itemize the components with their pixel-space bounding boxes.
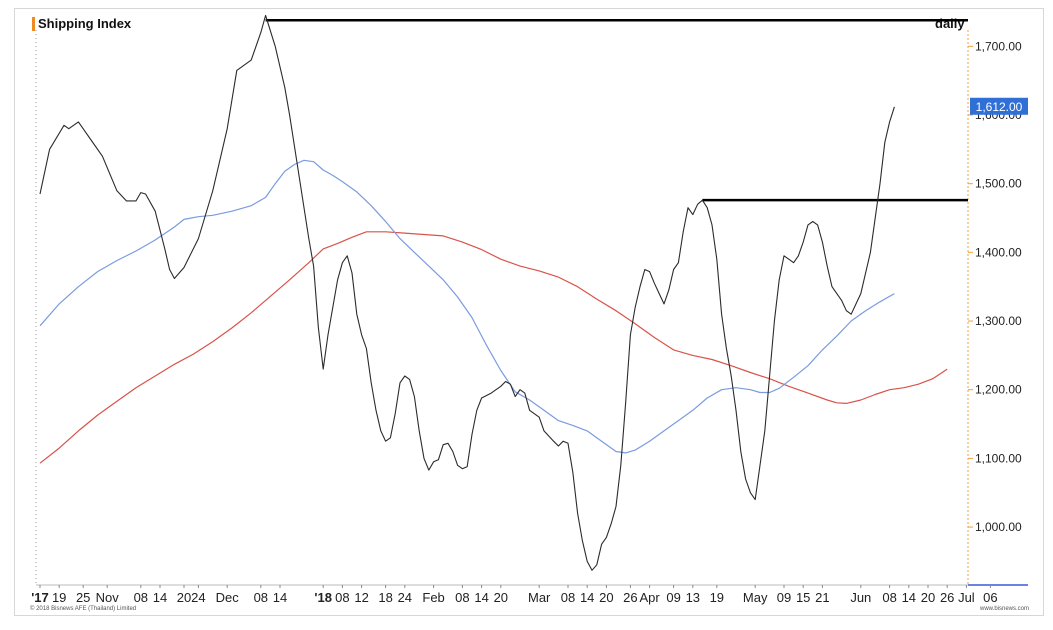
x-tick-label: 20 [494, 590, 508, 605]
y-tick-label: 1,400.00 [975, 245, 1022, 259]
x-tick-label: Mar [528, 590, 551, 605]
x-tick-label: '17 [31, 590, 49, 605]
x-tick-label: 14 [153, 590, 167, 605]
x-tick-label: 08 [254, 590, 268, 605]
x-tick-label: 14 [474, 590, 488, 605]
moving-average-blue-line [39, 159, 895, 454]
website-text: www.bisnews.com [980, 606, 1030, 612]
x-tick-label: 21 [815, 590, 829, 605]
chart-frame [14, 8, 1044, 616]
x-tick-label: 26 [940, 590, 954, 605]
x-tick-label: Jul [958, 590, 975, 605]
x-tick-label: 06 [983, 590, 997, 605]
x-tick-label: 18 [378, 590, 392, 605]
moving-average-red-line [39, 231, 948, 464]
x-tick-label: 14 [902, 590, 916, 605]
y-tick-label: 1,300.00 [975, 314, 1022, 328]
x-tick-label: 19 [52, 590, 66, 605]
x-tick-label: 08 [882, 590, 896, 605]
x-tick-label: 14 [580, 590, 594, 605]
x-tick-label: 13 [686, 590, 700, 605]
x-tick-label: 19 [710, 590, 724, 605]
x-tick-label: '18 [314, 590, 332, 605]
x-tick-label: May [743, 590, 768, 605]
x-tick-label: 26 [623, 590, 637, 605]
price-line [39, 14, 895, 571]
x-tick-label: 08 [134, 590, 148, 605]
x-tick-label: 14 [273, 590, 287, 605]
y-tick-label: 1,500.00 [975, 177, 1022, 191]
x-tick-label: 15 [796, 590, 810, 605]
x-tick-label: 20 [921, 590, 935, 605]
x-tick-label: 20 [177, 590, 191, 605]
chart-title: Shipping Index [38, 16, 132, 31]
x-tick-label: 09 [666, 590, 680, 605]
x-tick-label: 08 [561, 590, 575, 605]
x-tick-label: 24 [398, 590, 412, 605]
x-tick-label: 20 [599, 590, 613, 605]
last-value-label: 1,612.00 [976, 100, 1023, 114]
x-tick-label: Feb [422, 590, 444, 605]
last-value-badge [970, 97, 1028, 115]
x-tick-label: 08 [335, 590, 349, 605]
title-accent-bar [32, 17, 35, 31]
y-tick-label: 1,200.00 [975, 383, 1022, 397]
y-tick-label: 1,700.00 [975, 39, 1022, 53]
y-tick-label: 1,100.00 [975, 451, 1022, 465]
x-tick-label: 25 [76, 590, 90, 605]
x-tick-label: Apr [639, 590, 660, 605]
x-tick-label: Nov [96, 590, 120, 605]
y-tick-label: 1,000.00 [975, 520, 1022, 534]
x-tick-label: Dec [216, 590, 240, 605]
x-tick-label: 08 [455, 590, 469, 605]
copyright-text: © 2018 Bisnews AFE (Thailand) Limited [30, 606, 137, 612]
x-tick-label: Jun [850, 590, 871, 605]
x-tick-label: 09 [777, 590, 791, 605]
x-tick-label: 12 [354, 590, 368, 605]
x-tick-label: 24 [191, 590, 205, 605]
